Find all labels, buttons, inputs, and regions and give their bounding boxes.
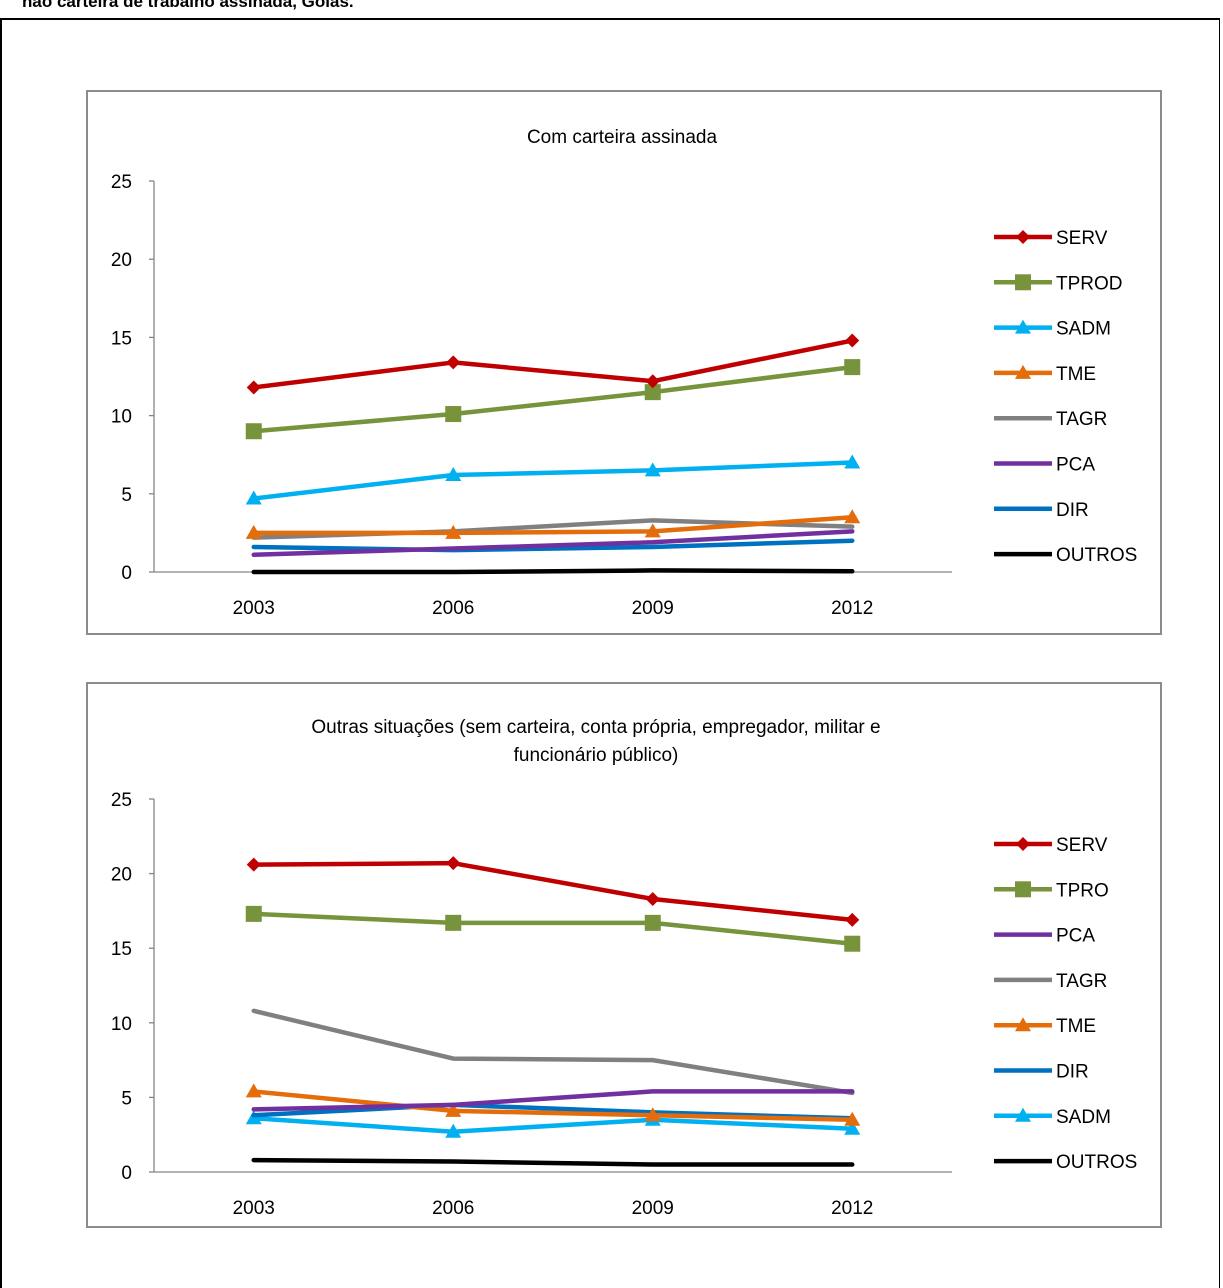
chart2-legend-marker-serv xyxy=(1016,837,1030,851)
chart1-data-point-serv xyxy=(845,333,860,348)
chart2-legend-label-serv: SERV xyxy=(1056,835,1108,856)
chart1-data-point-tme xyxy=(644,523,661,538)
chart2-y-tick-label: 15 xyxy=(111,939,132,960)
chart1-series-line-pca xyxy=(251,529,855,558)
chart1-x-tick-label: 2006 xyxy=(432,598,474,619)
chart2-y-tick-label: 5 xyxy=(121,1088,132,1109)
chart2-y-tick-label: 20 xyxy=(111,865,132,886)
chart2-data-point-serv xyxy=(246,857,261,872)
chart2-data-point-tpro xyxy=(245,905,262,922)
chart1-data-point-serv xyxy=(446,355,461,370)
chart1-legend-marker-serv xyxy=(1016,230,1030,244)
chart2-legend-label-tagr: TAGR xyxy=(1056,971,1107,992)
chart2-legend-label-dir: DIR xyxy=(1056,1062,1089,1083)
chart1-data-point-sadm xyxy=(445,467,462,482)
chart2-legend-label-tpro: TPRO xyxy=(1056,880,1109,901)
chart2-series-line-serv xyxy=(251,860,855,923)
chart1-x-tick-label: 2003 xyxy=(233,598,275,619)
chart2-data-point-serv xyxy=(645,891,660,906)
chart2-y-tick-label: 10 xyxy=(111,1014,132,1035)
chart-outras-situacoes: Outras situações (sem carteira, conta pr… xyxy=(86,682,1162,1228)
chart2-data-point-tme xyxy=(445,1102,462,1117)
chart1-legend-label-pca: PCA xyxy=(1056,455,1095,476)
chart1-data-point-sadm xyxy=(844,454,861,469)
chart1-legend-marker-sadm xyxy=(1015,319,1031,334)
chart2-series-line-sadm xyxy=(251,1116,855,1134)
chart1-title-line: Com carteira assinada xyxy=(527,127,718,148)
chart2-series-line-tagr xyxy=(251,1008,855,1096)
chart2-data-point-tpro xyxy=(644,914,661,931)
chart1-data-point-sadm xyxy=(644,462,661,477)
chart2-legend-label-outros: OUTROS xyxy=(1056,1152,1137,1173)
chart2-data-point-serv xyxy=(446,856,461,871)
chart2-data-point-sadm xyxy=(844,1120,861,1135)
chart2-x-tick-label: 2006 xyxy=(432,1198,474,1219)
chart1-series-line-tprod xyxy=(251,364,855,434)
chart1-x-tick-label: 2009 xyxy=(632,598,674,619)
chart1-series-line-dir xyxy=(251,538,855,553)
chart1-data-point-tme xyxy=(844,509,861,524)
chart1-legend-label-tagr: TAGR xyxy=(1056,409,1107,430)
chart2-data-point-tpro xyxy=(445,914,462,931)
chart1-series-line-serv xyxy=(251,338,855,390)
chart2-x-tick-label: 2009 xyxy=(632,1198,674,1219)
chart1-data-point-tme xyxy=(245,524,262,539)
chart-outras-situacoes-svg: Outras situações (sem carteira, conta pr… xyxy=(111,717,1137,1219)
chart1-legend-marker-tprod xyxy=(1015,274,1031,291)
chart1-y-tick-label: 10 xyxy=(111,407,132,428)
chart1-y-tick-label: 25 xyxy=(111,172,132,193)
chart2-data-point-tme xyxy=(245,1083,262,1098)
chart1-data-point-tprod xyxy=(644,384,661,401)
chart1-data-point-serv xyxy=(645,374,660,389)
chart1-data-point-tprod xyxy=(245,423,262,440)
chart2-series-line-tme xyxy=(251,1089,855,1123)
chart2-legend-marker-sadm xyxy=(1015,1107,1031,1122)
chart2-series-line-outros xyxy=(251,1157,855,1167)
chart1-y-tick-label: 5 xyxy=(121,485,132,506)
chart2-series-line-pca xyxy=(251,1089,855,1112)
chart1-legend-label-serv: SERV xyxy=(1056,228,1108,249)
chart2-x-tick-label: 2012 xyxy=(831,1198,873,1219)
chart1-legend-label-sadm: SADM xyxy=(1056,319,1111,340)
chart2-title-line: funcionário público) xyxy=(514,745,679,766)
chart1-legend-label-dir: DIR xyxy=(1056,500,1089,521)
chart1-legend-label-outros: OUTROS xyxy=(1056,545,1137,566)
chart2-data-point-serv xyxy=(845,912,860,927)
chart2-data-point-tme xyxy=(844,1111,861,1126)
chart-com-carteira-svg: Com carteira assinada 0 5 10 15 20 25 2003 2006 2… xyxy=(111,127,1137,619)
chart2-data-point-sadm xyxy=(445,1123,462,1138)
chart1-legend-marker-tme xyxy=(1015,364,1031,379)
chart2-y-tick-label: 0 xyxy=(121,1163,132,1184)
chart1-legend-label-tme: TME xyxy=(1056,364,1096,385)
chart2-legend-label-tme: TME xyxy=(1056,1016,1096,1037)
chart1-data-point-sadm xyxy=(245,490,262,505)
chart1-y-tick-label: 0 xyxy=(121,563,132,584)
chart1-series-line-tme xyxy=(251,515,855,536)
chart1-series-line-outros xyxy=(251,568,855,575)
chart2-title-line: Outras situações (sem carteira, conta pr… xyxy=(311,717,880,738)
chart2-series-line-tpro xyxy=(251,911,855,946)
chart1-y-tick-label: 15 xyxy=(111,328,132,349)
chart-com-carteira: Com carteira assinada 0 5 10 15 20 25 2003 2006 2… xyxy=(86,90,1162,635)
chart2-data-point-tpro xyxy=(844,935,861,952)
page-heading: não carteira de trabalho assinada, Goiás… xyxy=(22,0,354,11)
chart2-x-tick-label: 2003 xyxy=(233,1198,275,1219)
chart1-series-line-sadm xyxy=(251,460,855,501)
chart2-legend-label-pca: PCA xyxy=(1056,926,1095,947)
chart2-legend-marker-tme xyxy=(1015,1017,1031,1032)
figure-frame xyxy=(0,18,1220,1288)
chart1-y-tick-label: 20 xyxy=(111,250,132,271)
chart2-legend-label-sadm: SADM xyxy=(1056,1107,1111,1128)
chart1-data-point-tme xyxy=(445,524,462,539)
chart2-data-point-tme xyxy=(644,1107,661,1122)
chart1-x-tick-label: 2012 xyxy=(831,598,873,619)
chart2-y-tick-label: 25 xyxy=(111,790,132,811)
chart1-data-point-tprod xyxy=(844,359,861,376)
chart1-data-point-tprod xyxy=(445,406,462,423)
chart2-legend-marker-tpro xyxy=(1015,881,1031,898)
chart1-data-point-serv xyxy=(246,380,261,395)
chart1-legend-label-tprod: TPROD xyxy=(1056,273,1123,294)
